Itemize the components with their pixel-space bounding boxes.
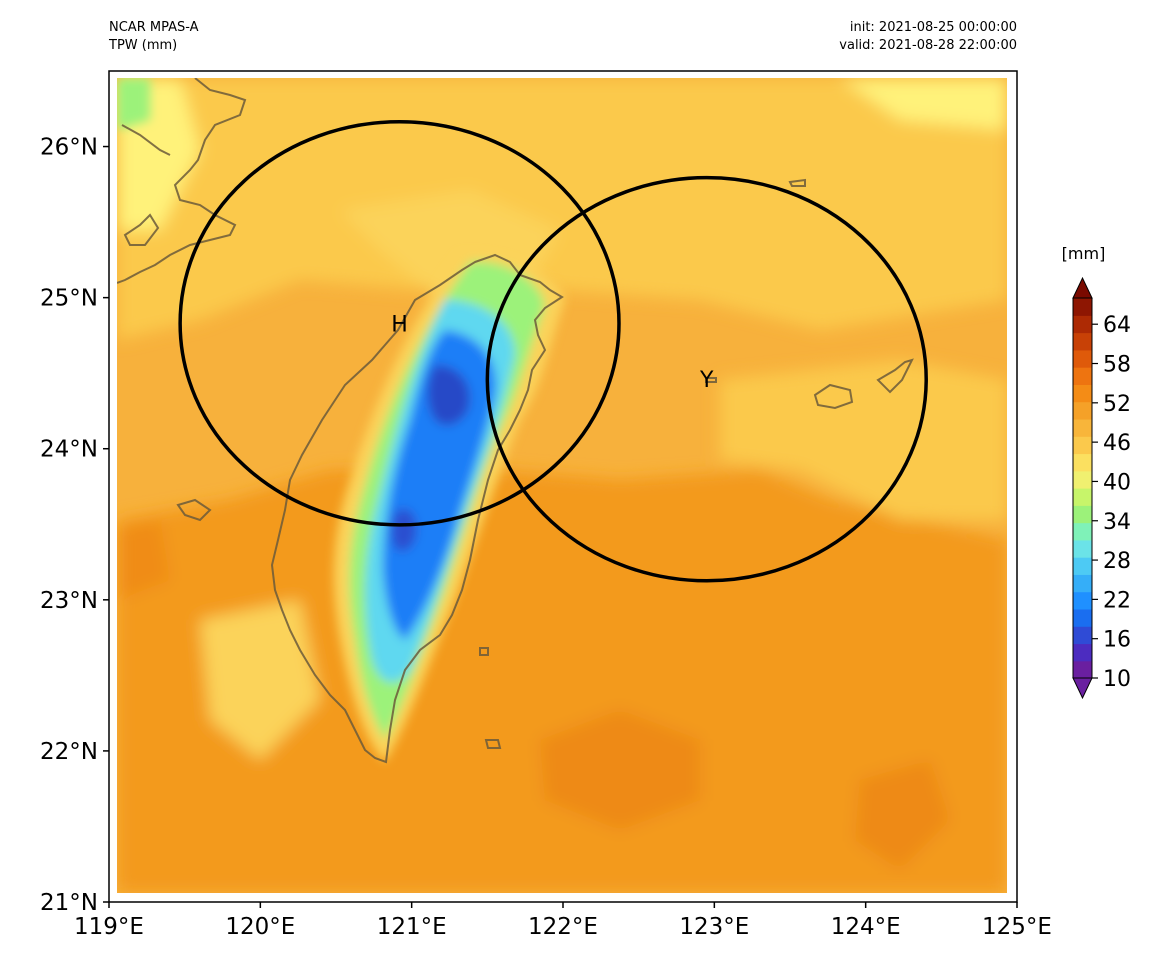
colorbar-segment (1073, 436, 1092, 455)
dry-region-north (117, 78, 1007, 340)
figure-header-left: NCAR MPAS-A TPW (mm) (109, 19, 199, 55)
lon-tick-label: 122°E (528, 914, 598, 940)
circle-h (178, 120, 621, 527)
colorbar-tick-label: 22 (1103, 588, 1131, 613)
lon-axis: 119°E 120°E 121°E 122°E 123°E 124°E 125°E (74, 902, 1052, 940)
colorbar-min-extension (1072, 677, 1093, 700)
ryukyu-island-1 (813, 383, 854, 410)
colorbar-segment (1073, 298, 1092, 316)
colorbar-segment (1073, 453, 1092, 472)
moist-region-west (117, 520, 170, 600)
model-name: NCAR MPAS-A (109, 20, 199, 35)
circle-overlays: HY (178, 120, 928, 583)
colorbar-segment (1073, 470, 1092, 489)
lat-tick-label: 21°N (40, 890, 98, 916)
colorbar-tick-label: 46 (1103, 431, 1131, 456)
lat-tick-label: 23°N (40, 588, 98, 614)
circle-y (485, 175, 928, 583)
green-island (479, 647, 489, 656)
figure-header-right: init: 2021-08-25 00:00:00 valid: 2021-08… (839, 19, 1017, 55)
yonaguni-dot (705, 377, 717, 383)
colorbar-segment (1073, 557, 1092, 575)
moist-region-sw-patch (540, 710, 700, 830)
colorbar-tick-label: 52 (1103, 392, 1131, 417)
lon-tick-label: 121°E (377, 914, 447, 940)
colorbar-tick-label: 16 (1103, 628, 1131, 653)
coastlines (117, 78, 914, 764)
taiwan-coastline (270, 253, 564, 764)
colorbar-segment (1073, 539, 1092, 558)
northern-islet (788, 178, 806, 187)
dry-region-sw (200, 600, 320, 760)
colorbar-segment (1073, 349, 1092, 368)
colorbar-tick-label: 64 (1103, 313, 1131, 338)
colorbar-segment (1073, 488, 1092, 506)
colorbar-tick-label: 40 (1103, 470, 1131, 495)
lat-tick-label: 25°N (40, 286, 98, 312)
lat-tick-label: 26°N (40, 135, 98, 161)
colorbar-segment (1073, 367, 1092, 385)
lat-axis: 21°N 22°N 23°N 24°N 25°N 26°N (40, 135, 109, 916)
colorbar-segment (1073, 418, 1092, 437)
colorbar: 10 16 22 28 34 40 46 52 58 64 [mm] (1062, 244, 1131, 700)
colorbar-tick-label: 10 (1103, 667, 1131, 692)
lon-tick-label: 123°E (679, 914, 749, 940)
colorbar-segment (1073, 522, 1092, 541)
init-time: init: 2021-08-25 00:00:00 (849, 20, 1017, 35)
nw-green-patch (117, 78, 150, 130)
moist-region-se-patch (855, 760, 950, 870)
circle-label-h: H (391, 312, 408, 337)
colorbar-outline (1072, 297, 1093, 679)
dry-region-east (720, 360, 1007, 520)
circle-label-y: Y (699, 368, 714, 393)
colorbar-segment (1073, 574, 1092, 593)
variable-name: TPW (mm) (109, 38, 178, 53)
colorbar-segment (1073, 384, 1092, 403)
ryukyu-island-2 (876, 358, 914, 394)
colorbar-segment (1073, 643, 1092, 662)
island-deep-blue-core-2 (391, 509, 417, 552)
colorbar-unit: [mm] (1062, 244, 1106, 263)
colorbar-segment (1073, 401, 1092, 420)
colorbar-segment (1073, 626, 1092, 645)
lon-tick-label: 120°E (225, 914, 295, 940)
lat-tick-label: 22°N (40, 739, 98, 765)
tpw-field: HY (117, 78, 1007, 893)
china-coastline (117, 78, 247, 284)
colorbar-segment (1073, 505, 1092, 524)
very-dry-region-ne (840, 78, 1007, 130)
island-deep-blue-core (427, 365, 470, 426)
colorbar-segment (1073, 608, 1092, 627)
lat-tick-label: 24°N (40, 437, 98, 463)
orchid-island (484, 739, 502, 749)
china-island-1 (123, 213, 160, 246)
colorbar-tick-label: 28 (1103, 549, 1131, 574)
penghu-islands (176, 498, 212, 522)
lon-tick-label: 124°E (831, 914, 901, 940)
colorbar-segment (1073, 332, 1092, 351)
colorbar-tick-label: 34 (1103, 510, 1131, 535)
colorbar-segment (1073, 315, 1092, 334)
colorbar-segment (1073, 660, 1092, 679)
lon-tick-label: 119°E (74, 914, 144, 940)
valid-time: valid: 2021-08-28 22:00:00 (839, 38, 1017, 53)
colorbar-max-extension (1072, 276, 1093, 299)
lon-tick-label: 125°E (982, 914, 1052, 940)
colorbar-segment (1073, 591, 1092, 610)
colorbar-tick-label: 58 (1103, 353, 1131, 378)
china-coast-inlet (121, 124, 171, 156)
